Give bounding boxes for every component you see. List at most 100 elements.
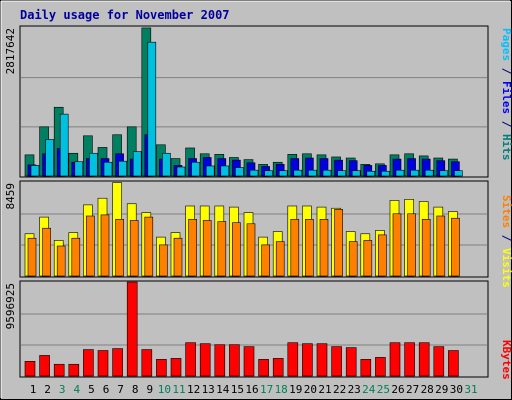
x-tick-label: 17 [260,383,273,396]
x-tick-label: 26 [391,383,404,396]
pages-bar [381,170,390,177]
kbytes-bar [360,359,372,377]
x-tick-label: 6 [103,383,110,396]
sites-bar [246,223,256,277]
sites-bar [188,219,197,277]
kbytes-bar [448,350,459,377]
kbytes-bar [214,344,226,377]
hits-panel-legend: Pages / Files / Hits [500,28,512,161]
kbytes-bar [199,343,211,377]
sites-bar [421,219,431,277]
pages-bar [162,152,171,177]
pages-bar [74,161,84,177]
sites-bar [305,219,314,277]
kbytes-bar [433,346,445,377]
x-tick-label: 22 [333,383,346,396]
kbytes-bar [156,359,167,377]
x-tick-label: 11 [172,383,185,396]
sites-bar [319,219,329,277]
sites-bar [217,221,227,277]
pages-bar [337,170,346,177]
pages-bar [351,170,361,177]
kbytes-bar [170,358,182,377]
kbytes-bar [345,347,357,377]
pages-bar [454,170,463,177]
x-tick-label: 20 [304,383,317,396]
legend-part: / [500,114,512,134]
pages-bar [424,169,434,177]
kbytes-bar [83,349,94,377]
pages-bar [366,170,376,177]
sites-bar [334,209,343,277]
sites-bar [129,220,139,277]
legend-part: Sites [500,195,512,228]
x-tick-label: 13 [202,383,215,396]
x-tick-label: 31 [464,383,477,396]
sites-bar [56,245,66,277]
x-tick-label: 14 [216,383,230,396]
legend-part: KBytes [500,340,512,380]
pages-bar [235,167,244,177]
x-tick-label: 15 [231,383,244,396]
x-tick-label: 24 [362,383,376,396]
pages-bar [293,169,303,177]
kbytes-bar [316,343,328,377]
kbytes-bar [287,342,299,377]
kbytes-bar [53,363,65,377]
kbytes-bar [112,348,123,377]
legend-part: Visits [500,248,512,288]
kbytes-bar [126,281,138,377]
x-tick-label: 23 [348,383,361,396]
x-tick-label: 30 [450,383,463,396]
x-tick-label: 29 [435,383,448,396]
pages-bar [59,113,69,177]
x-tick-label: 12 [187,383,200,396]
chart-title: Daily usage for November 2007 [20,8,230,22]
x-tick-label: 9 [146,383,153,396]
x-tick-label: 21 [318,383,331,396]
kbytes-panel-legend: KBytes [500,340,512,380]
x-axis-labels: 1 2 3 4 5 6 7 8 9 10 11 12 13 14 15 16 17 18 19 20 21 22 23 24 2… [30,383,478,396]
sites-bar [42,227,51,277]
pages-bar [89,152,98,177]
pages-bar [410,169,419,177]
sites-bar [436,215,446,277]
x-tick-label: 27 [406,383,419,396]
sites-bar [115,219,124,277]
x-tick-label: 10 [158,383,171,396]
kbytes-bar [331,346,342,377]
sites-bar [27,237,37,277]
sites-bar [348,241,358,277]
kbytes-bar [418,342,430,377]
kbytes-bar [302,343,313,377]
sites-bar [392,213,402,277]
legend-part: Files [500,81,512,114]
x-tick-label: 18 [275,383,288,396]
pages-bar [264,170,273,177]
sites-bar [71,237,81,277]
kbytes-bar [375,357,386,377]
x-tick-label: 4 [73,383,80,396]
kbytes-bar [272,358,284,377]
pages-bar [308,169,317,177]
sites-bar [451,217,460,277]
pages-bar [439,170,449,177]
kbytes-bar [39,355,50,377]
kbytes-bar [185,342,196,377]
pages-bar [249,169,259,177]
sites-bar [144,216,154,277]
hits-y-max-label: 2817642 [4,28,17,74]
pages-bar [147,41,157,177]
x-tick-label: 19 [289,383,302,396]
sites-bar [407,213,416,277]
pages-bar [45,139,54,177]
sites-bar [159,244,168,277]
pages-bar [30,165,40,177]
x-tick-label: 25 [377,383,390,396]
x-tick-label: 3 [59,383,66,396]
x-tick-label: 5 [88,383,95,396]
x-tick-label: 8 [132,383,139,396]
kbytes-y-max-label: 9596925 [4,283,17,329]
x-tick-label: 16 [245,383,258,396]
